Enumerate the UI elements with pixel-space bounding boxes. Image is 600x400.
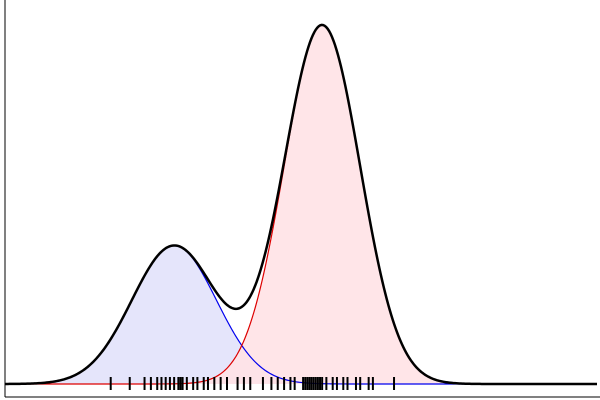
- mixture-curve-group: [5, 23, 597, 386]
- component-1-area: [5, 245, 597, 384]
- rug-ticks: [109, 377, 396, 390]
- component-fills: [5, 25, 597, 384]
- mixture-curve: [5, 23, 597, 386]
- component-2-area: [5, 25, 597, 384]
